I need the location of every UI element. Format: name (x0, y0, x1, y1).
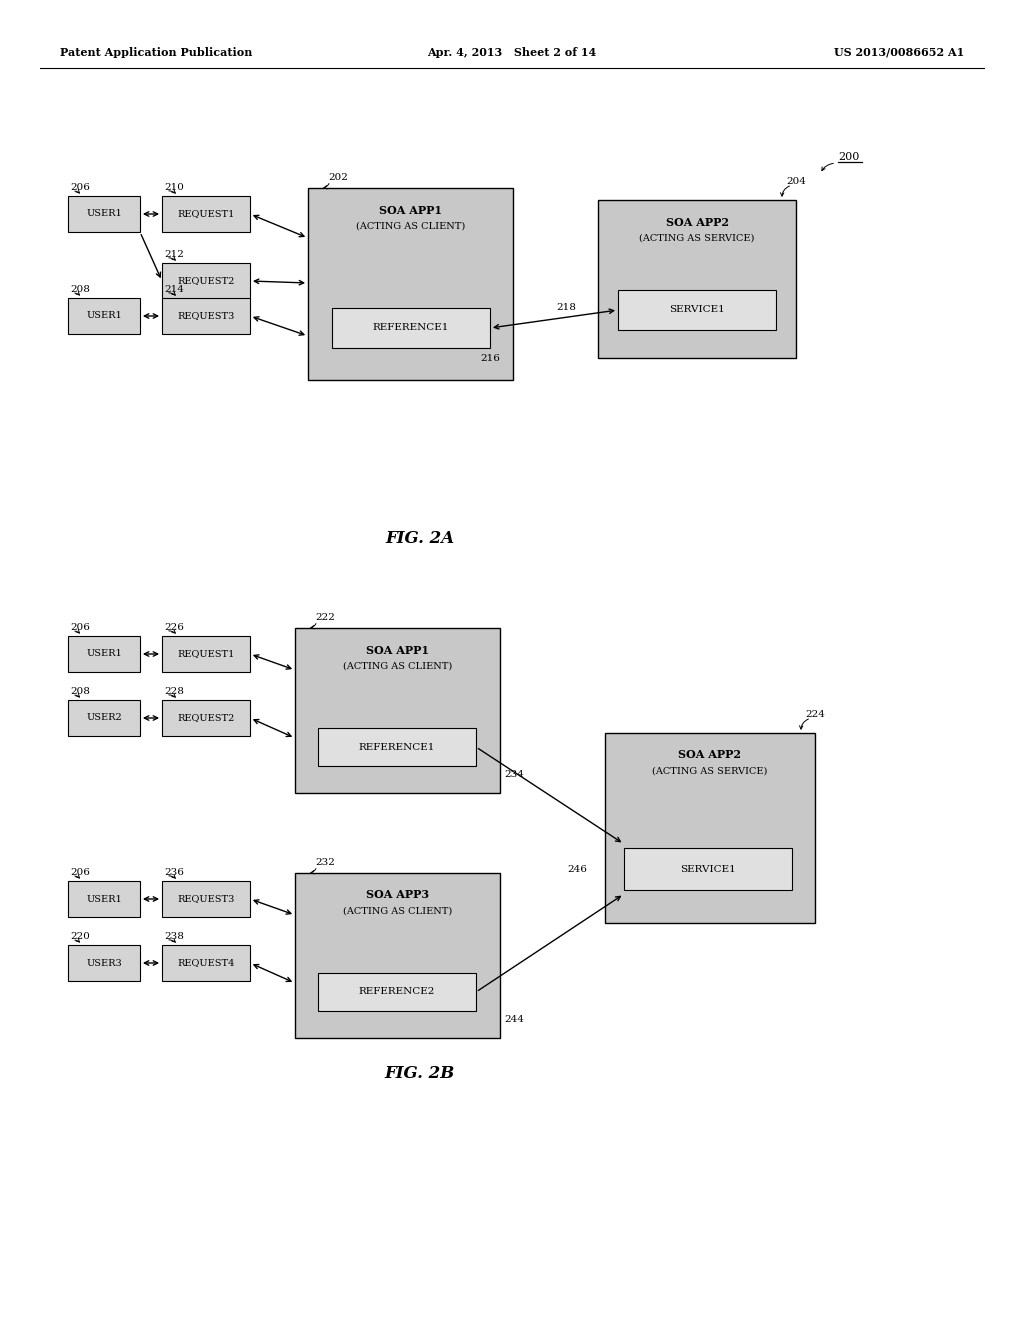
Bar (598, 201, 796, 358)
Text: SOA APP2: SOA APP2 (679, 750, 741, 760)
Text: 208: 208 (70, 285, 90, 294)
Bar (332, 308, 490, 348)
Text: REQUEST1: REQUEST1 (177, 210, 234, 219)
Bar (68, 945, 140, 981)
Text: 218: 218 (556, 304, 575, 313)
Bar (68, 700, 140, 737)
Text: USER2: USER2 (86, 714, 122, 722)
Text: 224: 224 (805, 710, 825, 719)
Bar (605, 733, 815, 923)
Text: 206: 206 (70, 869, 90, 876)
Text: US 2013/0086652 A1: US 2013/0086652 A1 (834, 46, 964, 58)
Text: USER1: USER1 (86, 312, 122, 321)
Text: FIG. 2B: FIG. 2B (385, 1065, 455, 1082)
Text: 232: 232 (315, 858, 335, 867)
Text: 246: 246 (567, 865, 587, 874)
Text: 228: 228 (164, 686, 184, 696)
Bar (162, 298, 250, 334)
Text: 244: 244 (504, 1015, 524, 1024)
Text: 214: 214 (164, 285, 184, 294)
Text: (ACTING AS CLIENT): (ACTING AS CLIENT) (343, 661, 453, 671)
Text: REFERENCE1: REFERENCE1 (358, 742, 435, 751)
Text: (ACTING AS CLIENT): (ACTING AS CLIENT) (343, 907, 453, 916)
Text: (ACTING AS SERVICE): (ACTING AS SERVICE) (639, 234, 755, 243)
Text: USER1: USER1 (86, 210, 122, 219)
Text: 236: 236 (164, 869, 184, 876)
Bar (162, 636, 250, 672)
Text: 206: 206 (70, 623, 90, 632)
Bar (618, 290, 776, 330)
Text: 210: 210 (164, 183, 184, 191)
Text: 206: 206 (70, 183, 90, 191)
Text: (ACTING AS CLIENT): (ACTING AS CLIENT) (356, 222, 465, 231)
Bar (162, 880, 250, 917)
Text: SOA APP2: SOA APP2 (666, 216, 728, 227)
Text: REQUEST1: REQUEST1 (177, 649, 234, 659)
Text: 208: 208 (70, 686, 90, 696)
Text: 216: 216 (480, 354, 500, 363)
Text: SOA APP1: SOA APP1 (379, 205, 442, 215)
Text: Patent Application Publication: Patent Application Publication (60, 46, 252, 58)
Text: REQUEST3: REQUEST3 (177, 895, 234, 903)
Text: 212: 212 (164, 249, 184, 259)
Bar (68, 636, 140, 672)
Text: REQUEST2: REQUEST2 (177, 276, 234, 285)
Bar (295, 873, 500, 1038)
Bar (318, 973, 476, 1011)
Text: 200: 200 (838, 152, 859, 162)
Bar (68, 880, 140, 917)
Text: 222: 222 (315, 612, 335, 622)
Text: SERVICE1: SERVICE1 (680, 865, 736, 874)
Bar (68, 195, 140, 232)
Bar (295, 628, 500, 793)
Text: USER3: USER3 (86, 958, 122, 968)
Text: REFERENCE2: REFERENCE2 (358, 987, 435, 997)
Text: 204: 204 (786, 177, 806, 186)
Bar (308, 187, 513, 380)
Text: REQUEST3: REQUEST3 (177, 312, 234, 321)
Bar (624, 847, 792, 890)
Text: USER1: USER1 (86, 895, 122, 903)
Text: 220: 220 (70, 932, 90, 941)
Bar (68, 298, 140, 334)
Text: Apr. 4, 2013   Sheet 2 of 14: Apr. 4, 2013 Sheet 2 of 14 (427, 46, 597, 58)
Bar (162, 700, 250, 737)
Text: 226: 226 (164, 623, 184, 632)
Text: SOA APP1: SOA APP1 (366, 644, 429, 656)
Text: 238: 238 (164, 932, 184, 941)
Bar (318, 729, 476, 766)
Bar (162, 945, 250, 981)
Text: REQUEST4: REQUEST4 (177, 958, 234, 968)
Text: SERVICE1: SERVICE1 (669, 305, 725, 314)
Bar (162, 263, 250, 300)
Text: SOA APP3: SOA APP3 (366, 890, 429, 900)
Text: USER1: USER1 (86, 649, 122, 659)
Text: REQUEST2: REQUEST2 (177, 714, 234, 722)
Bar (162, 195, 250, 232)
Text: FIG. 2A: FIG. 2A (385, 531, 455, 546)
Text: 234: 234 (504, 770, 524, 779)
Text: REFERENCE1: REFERENCE1 (373, 323, 450, 333)
Text: 202: 202 (328, 173, 348, 182)
Text: (ACTING AS SERVICE): (ACTING AS SERVICE) (652, 767, 768, 776)
